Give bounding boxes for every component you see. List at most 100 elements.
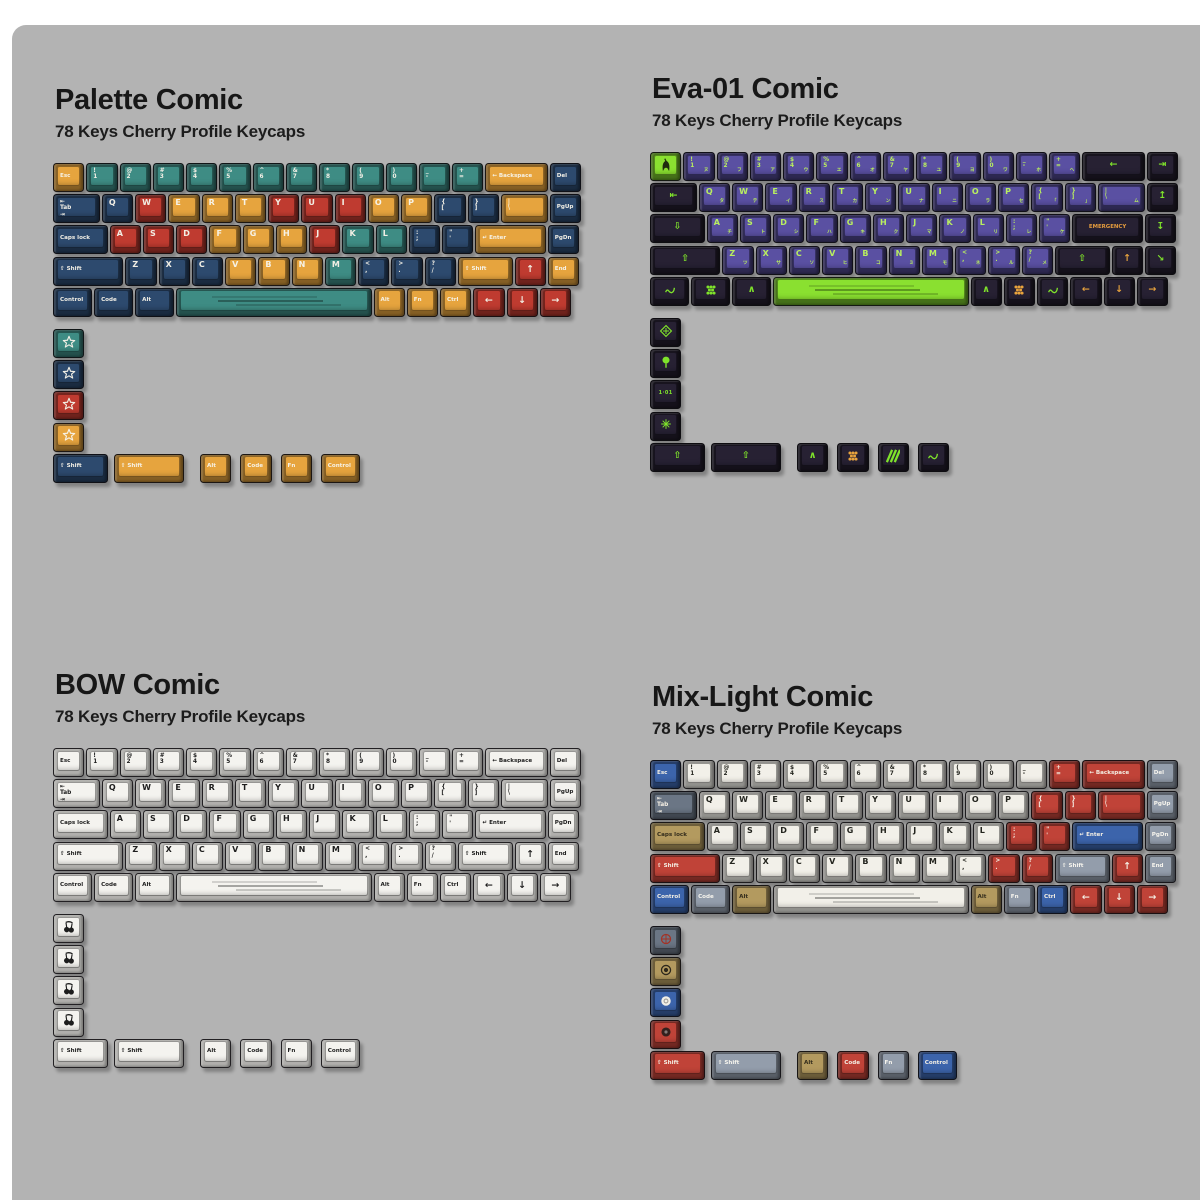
key-legend: Alt	[207, 1048, 216, 1055]
key-legend: ↥	[1158, 190, 1167, 202]
key-legend: Z	[729, 857, 736, 867]
key-left-shift: ⇧	[650, 245, 721, 275]
key-row: ∧ ∧ ← ↓ →	[650, 276, 1168, 306]
key-legend: Code	[844, 1060, 860, 1067]
key-6: ^ 6	[252, 748, 284, 777]
key-2: @2	[716, 760, 748, 789]
key-comma: <, ネ	[955, 245, 987, 275]
key-legend: !	[690, 156, 693, 163]
key-legend: Fn	[287, 1048, 296, 1055]
extra-keys-eva: 1·01 ⇧ ⇧ ∧	[650, 318, 1152, 474]
kana-sublegend: コ	[875, 261, 881, 267]
key-3: #3	[152, 748, 184, 777]
key-row	[650, 988, 1152, 1018]
key-legend: (	[956, 764, 959, 771]
key-legend: !	[93, 167, 96, 174]
key-v: V	[822, 853, 854, 883]
key-legend: /	[431, 267, 434, 274]
zigzag-icon	[663, 283, 677, 297]
key-legend: (	[359, 752, 362, 759]
key-legend: 2	[126, 173, 131, 180]
key-del: Del	[1146, 760, 1178, 789]
key-q: Q	[101, 779, 134, 809]
key-legend: H	[879, 825, 887, 835]
key-legend: <	[962, 858, 967, 865]
key-legend: =	[459, 758, 464, 765]
key-legend: ?	[431, 261, 435, 268]
key-legend: M	[928, 857, 937, 867]
key-legend: K	[349, 813, 356, 823]
key-r: R	[798, 791, 830, 821]
key-legend: M	[331, 260, 340, 270]
key-legend: ⇧	[681, 252, 690, 264]
key-right-shift: ⇧ Shift	[1054, 853, 1110, 883]
key-legend: ∧	[982, 283, 990, 295]
key-extra-shift-225: ⇧ Shift	[113, 1038, 184, 1068]
key-legend: ↵ Enter	[1079, 832, 1104, 838]
novelty-key-cherry	[53, 1007, 85, 1037]
key-right-shift: ⇧	[1054, 245, 1110, 275]
key-legend: )	[392, 752, 396, 759]
key-legend: 0	[392, 173, 397, 180]
key-minus: _ - ホ	[1015, 152, 1047, 181]
key-spacebar	[176, 287, 372, 317]
key-semicolon: :;	[408, 810, 441, 840]
key-0: ) 0	[385, 748, 417, 777]
key-legend: ⇤	[60, 783, 65, 790]
target-icon	[659, 324, 673, 338]
kana-sublegend: ヌ	[703, 167, 709, 173]
key-legend: ⇧ Shift	[120, 1048, 143, 1055]
kit-mix-light-comic: Mix-Light Comic 78 Keys Cherry Profile K…	[650, 682, 1178, 1152]
zigzag-icon	[1046, 283, 1060, 297]
key-8: * 8 ユ	[916, 152, 948, 181]
key-legend: Fn	[413, 882, 422, 889]
key-period: >. ル	[988, 245, 1020, 275]
key-legend: Del	[556, 172, 568, 179]
sparkle-icon	[659, 417, 673, 431]
key-backslash: | \ ム	[1097, 183, 1145, 213]
kana-sublegend: ル	[1008, 261, 1014, 267]
key-right-arrow: →	[539, 872, 571, 902]
key-n: N	[291, 841, 323, 871]
honeycomb-icon	[846, 449, 860, 463]
key-code	[691, 276, 731, 306]
key-legend: Control	[60, 882, 84, 889]
key-legend: "	[449, 229, 453, 236]
key-legend: 8	[326, 173, 331, 180]
novelty-key-pin	[650, 349, 682, 379]
key-legend: K	[946, 217, 953, 227]
key-legend: →	[1148, 891, 1157, 903]
novelty-key-cherry	[53, 914, 85, 943]
key-caps-lock: Caps lock	[650, 822, 705, 852]
key-h: H	[872, 822, 905, 852]
key-legend: ⇥	[60, 211, 65, 218]
kana-sublegend: ヒ	[842, 261, 848, 267]
kana-sublegend: ト	[760, 230, 766, 236]
key-legend: ]	[474, 790, 478, 797]
key-legend: O	[971, 186, 979, 196]
key-s: S	[142, 225, 175, 255]
kana-sublegend: レ	[1026, 230, 1032, 236]
novelty-key-badge	[650, 957, 682, 987]
key-control	[650, 276, 690, 306]
key-legend: ←	[484, 879, 493, 891]
key-legend: }	[1071, 187, 1076, 194]
key-n: N	[888, 853, 920, 883]
key-legend: *	[923, 764, 927, 771]
key-f: F	[209, 810, 241, 840]
keyboard-eva: ! 1 ヌ @2 フ #3 ア $4 ウ% 5 エ ^ 6 オ & 7 ヤ * 8 ユ (9 ヨ) 0 ワ _ - ホ + = ヘ ← ⇥ ⇤ Q…	[650, 152, 1178, 308]
key-legend: T	[838, 186, 845, 196]
key-legend: N	[895, 249, 903, 259]
key-row	[53, 914, 555, 943]
key-g: G	[242, 810, 274, 840]
key-legend: &	[889, 764, 895, 771]
kana-sublegend: ナ	[919, 199, 924, 205]
key-legend: Tab	[657, 802, 669, 809]
key-legend: _	[425, 752, 429, 759]
key-legend: &	[292, 752, 298, 759]
key-code: Code	[691, 884, 731, 914]
